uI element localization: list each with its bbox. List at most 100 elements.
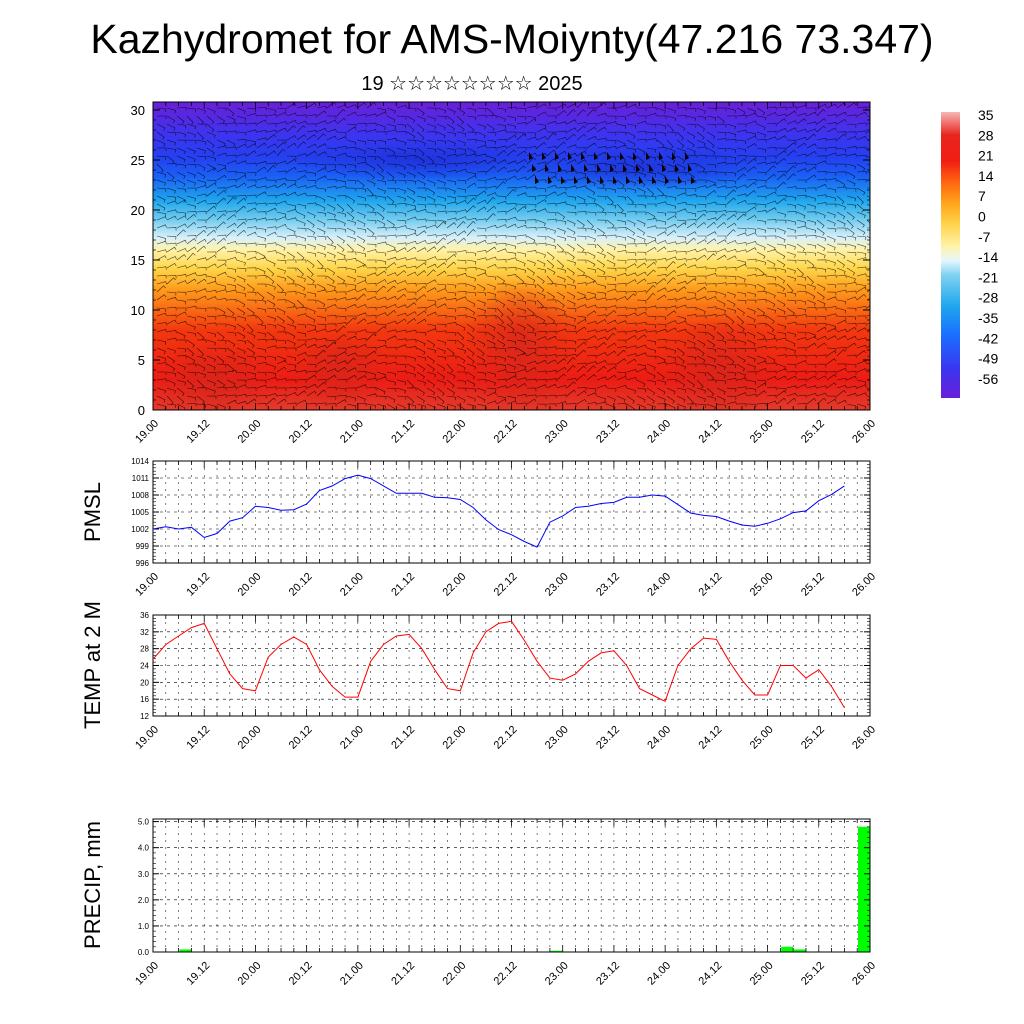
- cross-section-xtick-label: 19.12: [184, 418, 212, 446]
- colorbar-label: 0: [978, 209, 986, 225]
- colorbar-label: 14: [978, 168, 994, 184]
- cross-section-xtick-label: 25.00: [748, 418, 776, 446]
- cross-section-ytick-label: 5: [138, 353, 145, 368]
- temp2m-ytick-label: 12: [140, 712, 149, 721]
- cross-section-xtick-label: 20.12: [287, 418, 315, 446]
- precip-ytick-label: 3.0: [138, 870, 150, 879]
- cross-section-ytick-label: 15: [131, 253, 145, 268]
- colorbar-label: -28: [978, 290, 998, 306]
- precip-xtick-label: 21.00: [338, 960, 366, 988]
- cross-section-xtick-label: 23.12: [594, 418, 622, 446]
- precip-xtick-label: 25.00: [748, 960, 776, 988]
- pmsl-ytick-label: 1011: [132, 474, 150, 483]
- pmsl-ytick-label: 1002: [131, 525, 149, 534]
- colorbar-label: 28: [978, 127, 994, 143]
- chart-subtitle: 19 ☆☆☆☆☆☆☆☆ 2025: [361, 73, 583, 95]
- cross-section-ytick-label: 30: [131, 103, 145, 118]
- cross-section-xtick-label: 19.00: [133, 418, 161, 446]
- cross-section-xtick-label: 21.00: [338, 418, 366, 446]
- temp2m-xtick-label: 20.00: [236, 724, 264, 752]
- temp2m-xtick-label: 21.00: [338, 724, 366, 752]
- precip-bar: [179, 949, 192, 952]
- precip-panel: 0.0 1.0 2.0 3.0 4.0 5.0 19.00 19.12 20.00 20.12 2…: [80, 818, 878, 988]
- temp2m-xtick-label: 25.00: [748, 724, 776, 752]
- temp2m-ytick-label: 16: [140, 695, 149, 704]
- precip-ytick-label: 0.0: [138, 948, 150, 957]
- cross-section-xtick-label: 26.00: [850, 418, 878, 446]
- colorbar-label: 7: [978, 188, 986, 204]
- colorbar-label: -56: [978, 371, 998, 387]
- temp2m-xtick-label: 19.12: [184, 724, 212, 752]
- temp2m-xtick-label: 23.12: [594, 724, 622, 752]
- precip-xtick-label: 24.12: [697, 960, 725, 988]
- pmsl-xtick-label: 25.00: [748, 571, 776, 599]
- temp2m-xtick-label: 24.00: [645, 724, 673, 752]
- pmsl-xtick-label: 24.12: [697, 571, 725, 599]
- precip-xtick-label: 22.12: [492, 960, 520, 988]
- precip-xtick-label: 19.12: [184, 960, 212, 988]
- cross-section-xtick-label: 24.00: [645, 418, 673, 446]
- temp2m-xtick-label: 23.00: [543, 724, 571, 752]
- pmsl-xtick-label: 20.00: [236, 571, 264, 599]
- temp2m-panel: 12 16 20 24 28 32 36 19.00 19.12 20.00 20.12 21.00…: [80, 601, 878, 752]
- cross-section-ytick-label: 0: [138, 403, 145, 418]
- cross-section-ytick-label: 20: [131, 203, 145, 218]
- temp2m-xtick-label: 25.12: [799, 724, 827, 752]
- pmsl-xtick-label: 19.00: [133, 571, 161, 599]
- temp2m-xtick-label: 26.00: [850, 724, 878, 752]
- pmsl-axis-label: PMSL: [80, 482, 105, 542]
- temp2m-xtick-label: 24.12: [697, 724, 725, 752]
- temp2m-axis-label: TEMP at 2 M: [80, 601, 105, 729]
- temp2m-xtick-label: 22.00: [440, 724, 468, 752]
- colorbar-label: -49: [978, 351, 998, 367]
- precip-bar: [550, 950, 563, 952]
- temp2m-xtick-label: 21.12: [389, 724, 417, 752]
- precip-xtick-label: 19.00: [133, 960, 161, 988]
- pmsl-panel: 996 999 1002 1005 1008 1011 1014 19.00 19.12 20.…: [80, 457, 878, 599]
- precip-ytick-label: 1.0: [138, 922, 150, 931]
- precip-ytick-label: 5.0: [138, 818, 150, 827]
- pmsl-xtick-label: 21.12: [389, 571, 417, 599]
- temp2m-ytick-label: 24: [140, 662, 149, 671]
- precip-xtick-label: 22.00: [440, 960, 468, 988]
- pmsl-ytick-label: 999: [136, 542, 150, 551]
- pmsl-xtick-label: 21.00: [338, 571, 366, 599]
- precip-xtick-label: 20.00: [236, 960, 264, 988]
- temp2m-ytick-label: 28: [140, 645, 149, 654]
- pmsl-xtick-label: 23.12: [594, 571, 622, 599]
- pmsl-ytick-label: 996: [136, 559, 150, 568]
- colorbar-label: -7: [978, 229, 991, 245]
- precip-xtick-label: 25.12: [799, 960, 827, 988]
- precip-xtick-label: 21.12: [389, 960, 417, 988]
- pmsl-xtick-label: 23.00: [543, 571, 571, 599]
- cross-section-xtick-label: 22.12: [492, 418, 520, 446]
- colorbar-label: -35: [978, 310, 998, 326]
- colorbar-label: -21: [978, 269, 998, 285]
- colorbar-label: 35: [978, 107, 994, 123]
- precip-bar: [793, 949, 806, 952]
- cross-section-xtick-label: 25.12: [799, 418, 827, 446]
- colorbar-label: 21: [978, 148, 994, 164]
- cross-section-ytick-label: 25: [131, 153, 145, 168]
- precip-xtick-label: 23.12: [594, 960, 622, 988]
- colorbar-scale: [941, 112, 960, 398]
- pmsl-xtick-label: 24.00: [645, 571, 673, 599]
- precip-ytick-label: 2.0: [138, 896, 150, 905]
- cross-section-xtick-label: 21.12: [389, 418, 417, 446]
- precip-xtick-label: 20.12: [287, 960, 315, 988]
- precip-xtick-label: 24.00: [645, 960, 673, 988]
- temp2m-ytick-label: 20: [140, 678, 149, 687]
- cross-section-xtick-label: 22.00: [440, 418, 468, 446]
- cross-section-xtick-label: 20.00: [236, 418, 264, 446]
- precip-axis-label: PRECIP, mm: [80, 821, 105, 949]
- cross-section-ytick-label: 10: [131, 303, 145, 318]
- pmsl-series-line: [152, 474, 845, 548]
- temp2m-xtick-label: 22.12: [492, 724, 520, 752]
- precip-xtick-label: 23.00: [543, 960, 571, 988]
- colorbar-label: -42: [978, 330, 998, 346]
- chart-title: Kazhydromet for AMS-Moiynty(47.216 73.34…: [90, 16, 934, 62]
- precip-xtick-label: 26.00: [850, 960, 878, 988]
- cross-section-panel: 0 5 10 15 20 25 30 19.00 19.12 20.00 20.12 21.00 21…: [131, 101, 878, 446]
- pmsl-ytick-label: 1008: [131, 491, 149, 500]
